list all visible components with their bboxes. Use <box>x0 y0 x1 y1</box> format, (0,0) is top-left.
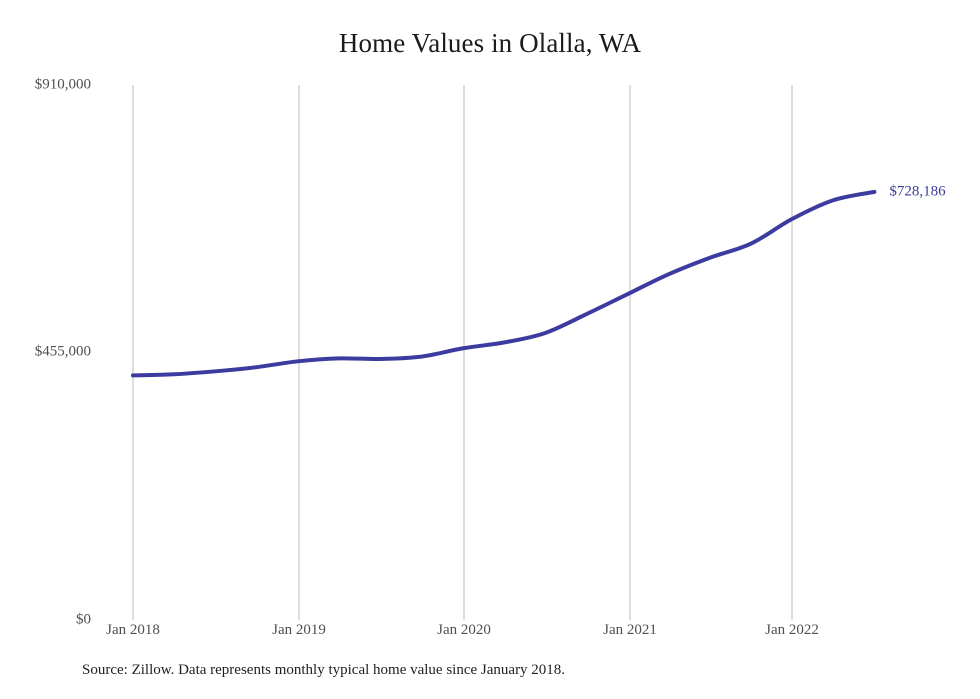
x-axis-tick-label-jan-2022: Jan 2022 <box>765 622 819 638</box>
end-value-annotation: $728,186 <box>889 183 946 200</box>
y-axis-tick-label-bottom: $0 <box>76 611 91 628</box>
x-axis-tick-label-jan-2018: Jan 2018 <box>106 622 160 638</box>
y-axis-tick-label-middle: $455,000 <box>34 343 91 360</box>
x-axis-tick-label-jan-2019: Jan 2019 <box>272 622 326 638</box>
data-series-line <box>131 189 877 378</box>
y-axis-tick-label-top: $910,000 <box>34 76 91 93</box>
x-axis-tick-label-jan-2021: Jan 2021 <box>603 622 657 638</box>
vertical-gridlines <box>132 85 793 620</box>
x-axis-tick-label-jan-2020: Jan 2020 <box>437 622 491 638</box>
source-note: Source: Zillow. Data represents monthly … <box>82 662 566 678</box>
chart-title: Home Values in Olalla, WA <box>338 28 642 58</box>
